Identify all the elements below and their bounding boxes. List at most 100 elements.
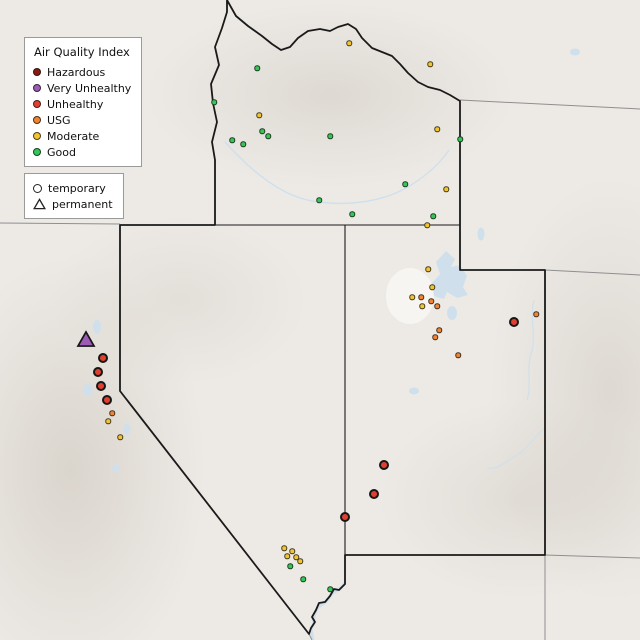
- aqi-marker-good[interactable]: [211, 99, 217, 105]
- legend-item-label: Good: [47, 145, 76, 159]
- aqi-marker-good[interactable]: [457, 136, 463, 142]
- aqi-marker-unhealthy[interactable]: [369, 489, 379, 499]
- bear-lake: [477, 227, 485, 241]
- aqi-marker-good[interactable]: [402, 181, 408, 187]
- aqi-marker-good[interactable]: [254, 65, 260, 71]
- hazardous-swatch-icon: [33, 68, 41, 76]
- aqi-marker-moderate[interactable]: [346, 40, 352, 46]
- sevier-lake: [409, 387, 419, 395]
- interior-state-borders: [215, 224, 460, 555]
- aqi-marker-unhealthy[interactable]: [379, 460, 389, 470]
- aqi-marker-good[interactable]: [240, 141, 246, 147]
- snake-river: [224, 141, 450, 205]
- aqi-marker-moderate[interactable]: [434, 126, 440, 132]
- good-swatch-icon: [33, 148, 41, 156]
- legend-item-label: USG: [47, 113, 71, 127]
- colorado-river-utah: [488, 427, 546, 469]
- aqi-marker-moderate[interactable]: [424, 222, 430, 228]
- aqi-marker-moderate[interactable]: [427, 61, 433, 67]
- aqi-marker-moderate[interactable]: [297, 558, 303, 564]
- great-salt-lake: [432, 251, 468, 299]
- aqi-marker-good[interactable]: [430, 213, 436, 219]
- aqi-marker-good[interactable]: [265, 133, 271, 139]
- rivers: [224, 141, 546, 640]
- aqi-marker-moderate[interactable]: [409, 294, 415, 300]
- oregon-california-border: [0, 222, 121, 225]
- aqi-marker-good[interactable]: [327, 133, 333, 139]
- aqi-marker-moderate[interactable]: [284, 553, 290, 559]
- aqi-marker-moderate[interactable]: [289, 548, 295, 554]
- aqi-marker-good[interactable]: [300, 576, 306, 582]
- pyramid-lake: [93, 320, 101, 334]
- temporary-circle-icon: [33, 183, 42, 193]
- aqi-marker-moderate[interactable]: [293, 554, 299, 560]
- very-unhealthy-swatch-icon: [33, 84, 41, 92]
- aqi-marker-moderate[interactable]: [443, 186, 449, 192]
- montana-wyoming-border: [459, 99, 640, 110]
- usg-swatch-icon: [33, 116, 41, 124]
- legend-item-label: permanent: [52, 197, 113, 211]
- walker-lake: [123, 423, 131, 435]
- green-river: [526, 299, 535, 401]
- aqi-marker-good[interactable]: [349, 211, 355, 217]
- aqi-marker-moderate[interactable]: [419, 303, 425, 309]
- aqi-marker-unhealthy[interactable]: [98, 353, 108, 363]
- yellowstone-lake: [570, 48, 580, 56]
- aqi-legend-title: Air Quality Index: [34, 45, 130, 59]
- legend-item-unhealthy: Unhealthy: [33, 96, 131, 112]
- aqi-marker-unhealthy[interactable]: [509, 317, 519, 327]
- legend-item-label: Moderate: [47, 129, 100, 143]
- aqi-marker-unhealthy[interactable]: [96, 381, 106, 391]
- legend-item-label: temporary: [48, 181, 106, 195]
- aqi-marker-moderate[interactable]: [429, 284, 435, 290]
- shape-legend: temporary permanent: [24, 173, 124, 219]
- aqi-marker-moderate[interactable]: [105, 418, 111, 424]
- aqi-marker-moderate[interactable]: [425, 266, 431, 272]
- aqi-marker-usg[interactable]: [432, 334, 438, 340]
- california-arizona-border: [308, 633, 313, 640]
- lake-tahoe: [83, 384, 93, 396]
- legend-item-usg: USG: [33, 112, 131, 128]
- aqi-marker-usg[interactable]: [418, 294, 424, 300]
- region-outline: [119, 0, 546, 635]
- aqi-marker-usg[interactable]: [109, 410, 115, 416]
- aqi-marker-good[interactable]: [327, 586, 333, 592]
- utah-lake: [447, 306, 457, 320]
- aqi-marker-unhealthy[interactable]: [102, 395, 112, 405]
- aqi-marker-good[interactable]: [287, 563, 293, 569]
- aqi-marker-unhealthy[interactable]: [93, 367, 103, 377]
- aqi-marker-usg[interactable]: [428, 298, 434, 304]
- legend-item-hazardous: Hazardous: [33, 64, 131, 80]
- legend-item-very-unhealthy: Very Unhealthy: [33, 80, 131, 96]
- mono-lake: [112, 464, 120, 472]
- aqi-marker-good[interactable]: [316, 197, 322, 203]
- colorado-river: [309, 582, 347, 640]
- permanent-triangle-icon: [33, 198, 46, 210]
- aqi-marker-usg[interactable]: [436, 327, 442, 333]
- aqi-marker-moderate[interactable]: [256, 112, 262, 118]
- legend-item-temporary: temporary: [33, 180, 113, 196]
- aqi-legend: Air Quality Index Hazardous Very Unhealt…: [24, 37, 143, 167]
- legend-item-moderate: Moderate: [33, 128, 131, 144]
- aqi-marker-usg[interactable]: [533, 311, 539, 317]
- legend-item-good: Good: [33, 144, 131, 160]
- aqi-marker-moderate[interactable]: [281, 545, 287, 551]
- aqi-marker-moderate[interactable]: [117, 434, 123, 440]
- aqi-marker-usg[interactable]: [455, 352, 461, 358]
- legend-item-label: Hazardous: [47, 65, 106, 79]
- legend-item-label: Unhealthy: [47, 97, 104, 111]
- aqi-marker-good[interactable]: [259, 128, 265, 134]
- legend-item-permanent: permanent: [33, 196, 113, 212]
- unhealthy-swatch-icon: [33, 100, 41, 108]
- aqi-marker-good[interactable]: [229, 137, 235, 143]
- aqi-marker-very_unhealthy[interactable]: [76, 330, 96, 348]
- wyoming-colorado-border: [544, 269, 640, 276]
- legend-item-label: Very Unhealthy: [47, 81, 132, 95]
- aqi-marker-unhealthy[interactable]: [340, 512, 350, 522]
- moderate-swatch-icon: [33, 132, 41, 140]
- state-borders-thin: [0, 99, 640, 640]
- colorado-newmexico-border: [544, 554, 640, 559]
- aqi-marker-usg[interactable]: [434, 303, 440, 309]
